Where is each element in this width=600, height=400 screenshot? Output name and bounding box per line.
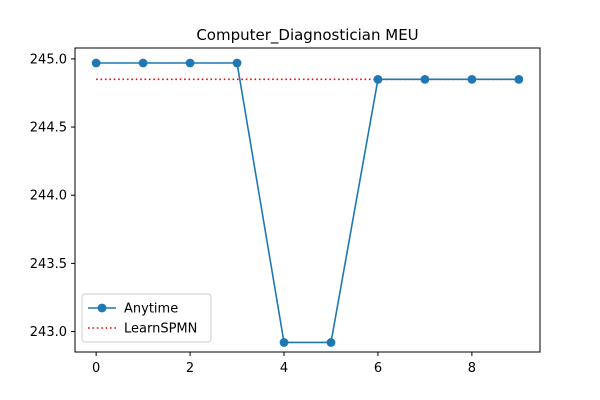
- legend: Anytime LearnSPMN: [81, 293, 212, 343]
- y-axis: 243.0 243.5 244.0 244.5 245.0: [30, 52, 75, 340]
- series-line-anytime: [96, 62, 519, 344]
- legend-box: [81, 293, 212, 343]
- y-tick-label: 245.0: [30, 52, 67, 67]
- x-tick-label: 6: [374, 361, 382, 376]
- data-point-anytime: [185, 58, 195, 68]
- legend-label-learnspmn: LearnSPMN: [124, 322, 197, 337]
- chart-title: Computer_Diagnostician MEU: [196, 26, 418, 45]
- data-point-anytime: [279, 338, 289, 347]
- y-tick-label: 243.5: [30, 257, 67, 272]
- data-point-anytime: [326, 338, 336, 347]
- x-axis: 0 2 4 6 8: [92, 352, 476, 376]
- x-tick-label: 0: [92, 361, 100, 376]
- plot-area-frame: [74, 47, 541, 353]
- data-point-anytime: [420, 74, 430, 84]
- data-point-anytime: [373, 74, 383, 84]
- x-tick-label: 8: [468, 361, 476, 376]
- x-tick-label: 2: [186, 361, 194, 376]
- x-tick-label: 4: [280, 361, 288, 376]
- legend-marker-anytime: [97, 303, 107, 313]
- legend-label-anytime: Anytime: [124, 302, 178, 317]
- y-tick-label: 244.5: [30, 121, 67, 136]
- data-point-anytime: [514, 74, 524, 84]
- data-point-anytime: [232, 58, 242, 68]
- data-point-anytime: [467, 74, 477, 84]
- y-tick-label: 243.0: [30, 325, 67, 340]
- series-layer: [91, 58, 524, 347]
- data-point-anytime: [91, 58, 101, 68]
- y-tick-label: 244.0: [30, 189, 67, 204]
- data-point-anytime: [138, 58, 148, 68]
